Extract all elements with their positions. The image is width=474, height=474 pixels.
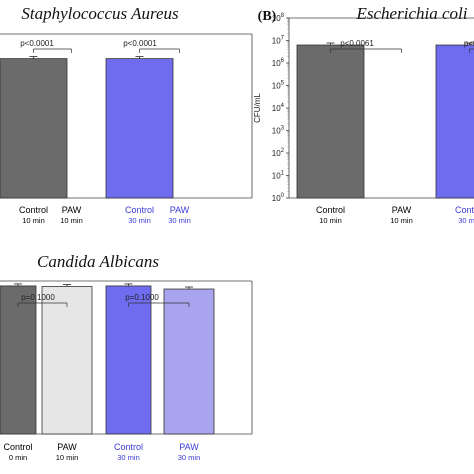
chart-2-y-tick-label: 104: [272, 103, 285, 113]
chart-3-bar-4: [163, 288, 215, 435]
chart-2-category-sublabel: 10 min: [390, 216, 413, 225]
chart-2-category-sublabel: 10 min: [319, 216, 342, 225]
chart-2-panel-label: (B): [258, 9, 277, 24]
chart-2-y-tick-label: 102: [272, 148, 285, 158]
chart-1-p-value-2: p<0.0001: [123, 39, 157, 48]
chart-3-p-value-2: p=0.1000: [125, 293, 159, 302]
chart-2-y-axis-label: CFU/mL: [253, 93, 262, 123]
chart-2-title: Escherichia coli: [356, 4, 468, 23]
chart-2-p-value-2: p<0.0: [464, 39, 474, 48]
chart-2-category-label: Control: [455, 205, 474, 215]
chart-3-category-sublabel: 30 min: [117, 453, 140, 462]
chart-3-category-label: Control: [114, 442, 143, 452]
chart-3-category-label: PAW: [179, 442, 199, 452]
chart-2-bar-3: [435, 44, 474, 199]
chart-1-bar-3: [105, 58, 174, 199]
chart-1-category-label: Control: [125, 205, 154, 215]
chart-1-category-sublabel: 30 min: [168, 216, 191, 225]
chart-3-category-sublabel: 30 min: [178, 453, 201, 462]
chart-2-y-tick-label: 108: [272, 13, 285, 23]
chart-1-p-value-1: p<0.0001: [20, 39, 54, 48]
chart-3-p-value-1: p=0.1000: [21, 293, 55, 302]
chart-1-title: Staphylococcus Aureus: [21, 4, 179, 23]
chart-2-category-label: PAW: [392, 205, 412, 215]
chart-2-y-tick-label: 106: [272, 58, 285, 68]
chart-2-y-tick-label: 103: [272, 126, 285, 136]
chart-2-y-tick-label: 107: [272, 36, 285, 46]
chart-1-category-label: PAW: [170, 205, 190, 215]
chart-1-category-label: PAW: [62, 205, 82, 215]
chart-3-title: Candida Albicans: [37, 252, 159, 271]
chart-1-category-sublabel: 10 min: [22, 216, 45, 225]
chart-1-category-sublabel: 10 min: [60, 216, 83, 225]
chart-3-category-sublabel: 0 min: [9, 453, 27, 462]
chart-3-category-label: PAW: [57, 442, 77, 452]
chart-2-p-value-1: p<0.0061: [340, 39, 374, 48]
chart-2-bar-1: [296, 44, 365, 199]
chart-2-y-tick-label: 101: [272, 171, 285, 181]
chart-3-bar-2: [41, 286, 93, 435]
chart-1-category-label: Control: [19, 205, 48, 215]
chart-3-category-label: Control: [3, 442, 32, 452]
chart-2-category-sublabel: 30 min: [458, 216, 474, 225]
chart-1-bar-1: [0, 58, 68, 199]
chart-1-category-sublabel: 30 min: [128, 216, 151, 225]
chart-3-bar-3: [105, 285, 152, 435]
chart-2-category-label: Control: [316, 205, 345, 215]
chart-2-y-tick-label: 105: [272, 81, 285, 91]
chart-3-category-sublabel: 10 min: [56, 453, 79, 462]
chart-3-bar-1: [0, 285, 37, 435]
chart-2-y-tick-label: 100: [272, 193, 285, 203]
